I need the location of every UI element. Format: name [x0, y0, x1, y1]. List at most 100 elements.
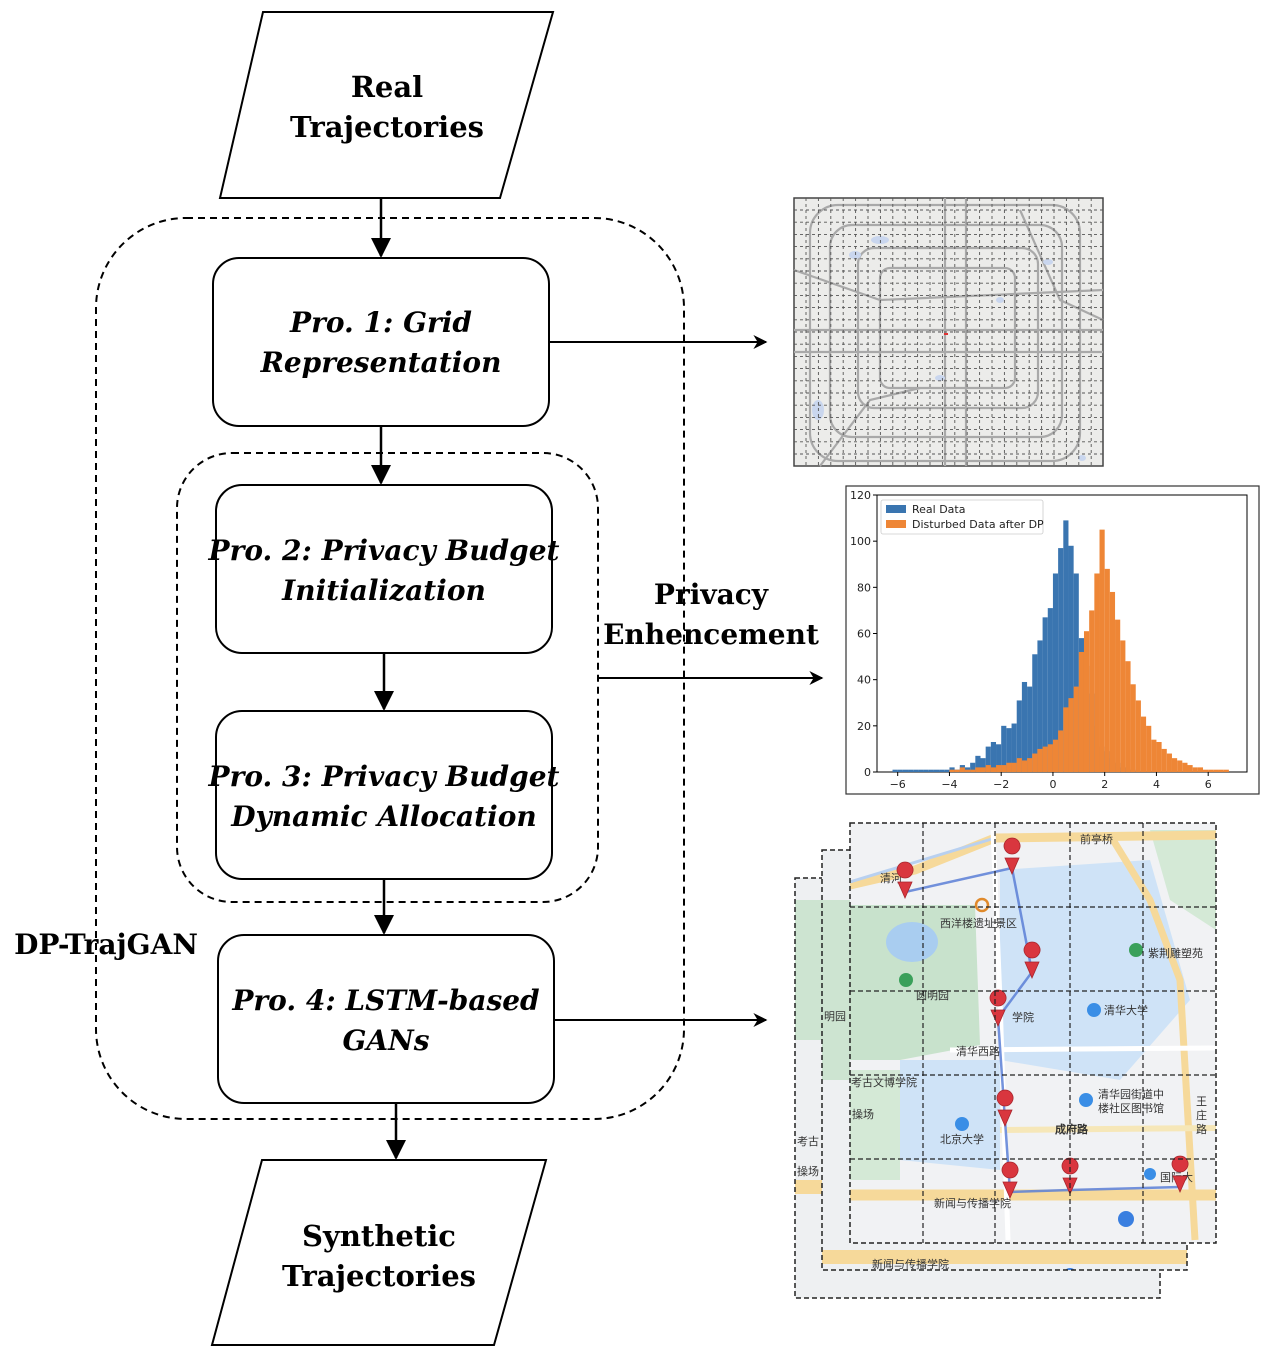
y-tick-label: 120 [850, 489, 871, 502]
real-data-bar-17 [980, 758, 986, 772]
disturbed-data-bar-21 [1058, 730, 1064, 772]
y-tick-label: 60 [857, 628, 871, 641]
disturbed-data-bar-29 [1099, 529, 1105, 772]
disturbed-data-bar-46 [1187, 765, 1193, 772]
disturbed-data-bar-23 [1068, 698, 1074, 772]
pro2-line1: Pro. 2: Privacy Budget [208, 534, 560, 567]
real-data-bar-29 [1042, 617, 1048, 772]
disturbed-data-bar-11 [1006, 762, 1012, 772]
disturbed-data-bar-44 [1177, 760, 1183, 772]
x-tick-label: −4 [941, 778, 957, 791]
real-data-bar-23 [1011, 723, 1017, 772]
disturbed-data-bar-22 [1063, 707, 1069, 772]
map-label-kaogu-school: 考古文博学院 [851, 1075, 917, 1089]
real-data-bar-25 [1021, 681, 1028, 772]
disturbed-data-bar-16 [1032, 753, 1038, 772]
real-data-bar-28 [1037, 640, 1043, 772]
disturbed-data-bar-31 [1109, 591, 1116, 772]
disturbed-data-bar-18 [1042, 746, 1048, 772]
disturbed-data-bar-43 [1171, 758, 1178, 772]
y-tick-label: 0 [864, 766, 871, 779]
disturbed-data-bar-6 [980, 767, 986, 772]
real-trajectories-line2: Trajectories [290, 110, 484, 144]
real-data-bar-4 [913, 769, 919, 772]
real-data-bar-2 [902, 769, 909, 772]
disturbed-data-bar-15 [1027, 758, 1033, 772]
disturbed-data-bar-50 [1208, 769, 1214, 772]
y-tick-label: 40 [857, 674, 871, 687]
real-data-bar-27 [1032, 654, 1038, 772]
legend-dp-label: Disturbed Data after DP [912, 518, 1044, 531]
disturbed-data-bar-5 [975, 767, 981, 772]
map-label-library-1: 清华园街道中 [1098, 1087, 1164, 1101]
map-label-news-school-b: 新闻与传播学院 [872, 1257, 949, 1271]
real-data-bar-7 [928, 769, 934, 772]
disturbed-data-bar-36 [1135, 700, 1141, 772]
disturbed-data-bar-27 [1089, 610, 1095, 772]
legend-swatch-dp [886, 520, 906, 528]
disturbed-data-bar-19 [1047, 744, 1053, 772]
x-tick-label: 4 [1153, 778, 1160, 791]
disturbed-data-bar-32 [1115, 619, 1121, 772]
real-data-bar-21 [1001, 725, 1007, 772]
pro3-node [215, 710, 553, 880]
privacy-label-line1: Privacy [654, 578, 769, 611]
pro4-node [217, 934, 555, 1104]
disturbed-data-bar-20 [1052, 739, 1059, 772]
disturbed-data-bar-40 [1156, 741, 1162, 772]
map-label-qiantingqiao: 前亭桥 [1080, 832, 1113, 846]
disturbed-data-bar-17 [1037, 748, 1043, 772]
x-tick-label: −6 [890, 778, 906, 791]
map-label-mingyuan: 明园 [824, 1010, 846, 1023]
disturbed-data-bar-13 [1016, 758, 1022, 772]
real-data-bar-5 [918, 769, 924, 772]
legend-real-label: Real Data [912, 503, 965, 516]
y-tick-label: 20 [857, 720, 871, 733]
disturbed-data-bar-51 [1213, 769, 1219, 772]
disturbed-data-bar-7 [985, 765, 991, 772]
dp-trajgan-label: DP-TrajGAN [14, 928, 198, 961]
disturbed-data-bar-0 [949, 769, 955, 772]
disturbed-data-bar-49 [1203, 769, 1209, 772]
real-data-bar-31 [1052, 573, 1059, 772]
disturbed-data-bar-45 [1182, 762, 1188, 772]
real-data-bar-0 [892, 769, 898, 772]
real-data-bar-10 [944, 769, 950, 772]
real-data-bar-9 [939, 769, 945, 772]
disturbed-data-bar-34 [1125, 661, 1131, 772]
x-tick-label: 0 [1049, 778, 1056, 791]
disturbed-data-bar-8 [990, 767, 997, 772]
disturbed-data-bar-37 [1140, 716, 1147, 772]
y-tick-label: 100 [850, 535, 871, 548]
disturbed-data-bar-53 [1223, 769, 1229, 772]
map-label-xiyanglou: 西洋楼遗址景区 [940, 916, 1017, 930]
map-label-library-2: 楼社区图书馆 [1098, 1101, 1164, 1115]
disturbed-data-bar-39 [1151, 739, 1157, 772]
disturbed-data-bar-14 [1021, 760, 1028, 772]
disturbed-data-bar-10 [1001, 765, 1007, 772]
pro2-node [215, 484, 553, 654]
trajectory-map-stack: 考古 操场 明园 新闻与传播学院 [794, 822, 1217, 1299]
real-data-bar-22 [1006, 728, 1012, 772]
real-data-bar-3 [908, 769, 914, 772]
disturbed-data-bar-12 [1011, 762, 1017, 772]
real-data-bar-33 [1063, 520, 1069, 772]
map-label-lu: 路 [1196, 1123, 1207, 1136]
real-data-bar-26 [1027, 686, 1033, 772]
x-tick-label: 6 [1205, 778, 1212, 791]
map-label-qinghe: 清河 [880, 872, 902, 885]
map-label-pku: 北京大学 [940, 1132, 984, 1146]
map-label-news-school: 新闻与传播学院 [934, 1196, 1011, 1210]
disturbed-data-bar-47 [1192, 767, 1198, 772]
map-label-wang: 王 [1196, 1095, 1207, 1108]
map-label-zhuang: 庄 [1196, 1108, 1207, 1122]
map-label-caochang: 操场 [852, 1107, 874, 1121]
disturbed-data-bar-48 [1197, 767, 1204, 772]
real-data-bar-20 [996, 744, 1002, 772]
map-label-xueyuan: 学院 [1012, 1010, 1034, 1024]
chart-legend: Real Data Disturbed Data after DP [880, 499, 1044, 535]
map-label-kaogu: 考古 [797, 1135, 819, 1148]
